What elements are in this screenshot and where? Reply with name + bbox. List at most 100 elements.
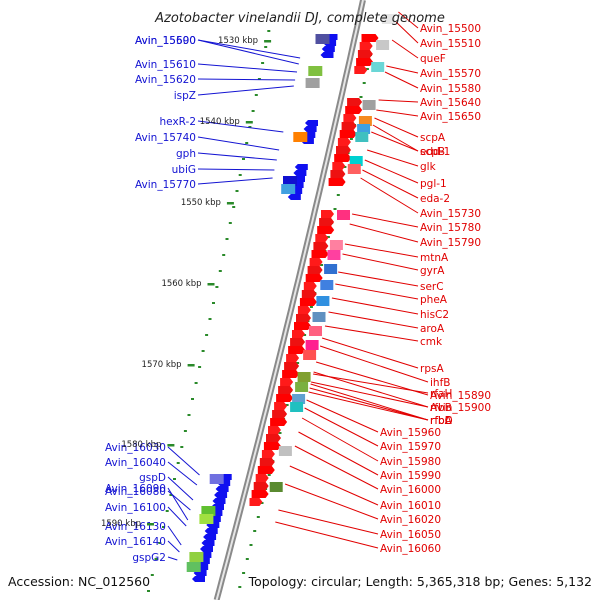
forward-gene-arrow <box>315 234 329 242</box>
tick-dot <box>187 414 191 416</box>
expression-block <box>362 100 376 110</box>
tick-dot <box>169 494 173 496</box>
tick-dot <box>242 158 245 160</box>
forward-gene-arrow <box>343 114 357 122</box>
tick-dot <box>336 194 340 196</box>
gene-label-right: Avin_15960 <box>380 427 441 439</box>
scale-label: 1540 kbp <box>200 117 240 127</box>
gene-label-right: ihfB <box>430 377 450 389</box>
forward-gene-arrow <box>268 426 281 434</box>
reverse-gene-arrow <box>305 120 318 126</box>
gene-label-right: gyrA <box>420 265 445 277</box>
tick-dot <box>154 558 158 560</box>
leader-line-right <box>386 65 419 74</box>
leader-line-right <box>308 391 429 421</box>
tick-dot <box>180 446 184 448</box>
reverse-gene-arrow <box>192 576 205 582</box>
tick-dot <box>253 530 257 532</box>
forward-gene-arrow <box>280 378 294 386</box>
tick-dot <box>147 590 150 592</box>
leader-line-left <box>197 63 298 73</box>
leader-line-left <box>167 556 178 561</box>
gene-label-right: Avin_16020 <box>380 514 441 526</box>
forward-gene-arrow <box>341 122 357 130</box>
expression-block <box>303 350 317 360</box>
forward-gene-arrow <box>319 218 335 226</box>
forward-gene-arrow <box>311 250 329 258</box>
tick-dot <box>309 306 313 308</box>
expression-block <box>281 184 296 194</box>
gene-label-right: rfbD <box>430 415 453 427</box>
expression-block <box>327 250 341 260</box>
gene-label-right: rfbA <box>430 415 453 427</box>
tick-dot <box>326 236 330 238</box>
expression-block <box>358 116 372 126</box>
tick-dot <box>212 302 215 304</box>
gene-label-left: Avin_16040 <box>105 457 166 469</box>
expression-block <box>283 176 297 186</box>
expression-block <box>305 340 319 350</box>
reverse-gene-arrow <box>320 52 334 58</box>
forward-gene-arrow <box>328 178 346 186</box>
forward-gene-arrow <box>307 266 323 274</box>
tick-dot <box>359 96 363 98</box>
gene-label-right: Avin_16010 <box>380 500 441 512</box>
tick-dot <box>267 30 271 32</box>
leader-line-left <box>197 152 277 161</box>
gene-label-right: edd-1 <box>420 146 450 158</box>
leader-line-right <box>289 465 379 506</box>
tick-dot <box>194 382 198 384</box>
scale-label: 1570 kbp <box>142 360 182 370</box>
leader-line-right <box>360 177 419 214</box>
gene-label-left: Avin_16140 <box>105 536 166 548</box>
forward-gene-arrow <box>336 146 351 154</box>
gene-label-right: scpA <box>420 132 446 144</box>
forward-gene-arrow <box>361 34 379 42</box>
gene-label-right: pgl-1 <box>420 178 447 190</box>
gene-label-right: rfbC <box>430 415 452 427</box>
tick-dot <box>260 502 264 504</box>
tick-dot <box>362 82 366 84</box>
expression-block <box>355 132 369 142</box>
tick-dot <box>198 366 202 368</box>
expression-block <box>269 482 283 492</box>
gene-label-left: Avin_16030 <box>105 442 166 454</box>
tick-dot <box>201 350 205 352</box>
tick-dot <box>183 430 187 432</box>
forward-gene-arrow <box>339 130 357 138</box>
gene-label-left: gspD <box>139 472 166 484</box>
leader-line-right <box>378 99 419 103</box>
gene-label-left: ubiG <box>172 164 196 176</box>
expression-block <box>376 40 390 50</box>
gene-label-right: eda-2 <box>420 193 450 205</box>
gene-label-right: Avin_15580 <box>420 83 481 95</box>
forward-gene-arrow <box>290 338 306 346</box>
gene-label-right: pheA <box>420 294 448 306</box>
expression-block <box>297 372 311 382</box>
genome-track <box>213 0 366 600</box>
expression-block <box>337 210 350 220</box>
leader-line-right <box>309 387 429 421</box>
tick-dot <box>278 432 282 434</box>
gene-label-right: queF <box>420 53 446 65</box>
tick-dot <box>176 462 180 464</box>
forward-gene-arrow <box>301 290 317 298</box>
tick-dot <box>215 286 219 288</box>
gene-label-left: ispZ <box>174 90 196 102</box>
expression-block <box>315 34 330 44</box>
leader-lines <box>167 11 429 561</box>
scale-label: 1530 kbp <box>218 36 258 46</box>
expression-block <box>293 132 308 142</box>
forward-gene-arrow <box>288 346 306 354</box>
gene-label-right: Avin_16050 <box>380 529 441 541</box>
leader-line-right <box>278 509 379 535</box>
gene-label-right: Avin_15780 <box>420 222 481 234</box>
expression-block <box>324 264 338 274</box>
tick-dot <box>285 404 289 406</box>
leader-line-left <box>167 476 194 501</box>
tick-dot <box>162 526 165 528</box>
tick-dot <box>218 270 222 272</box>
leader-line-right <box>324 325 419 342</box>
